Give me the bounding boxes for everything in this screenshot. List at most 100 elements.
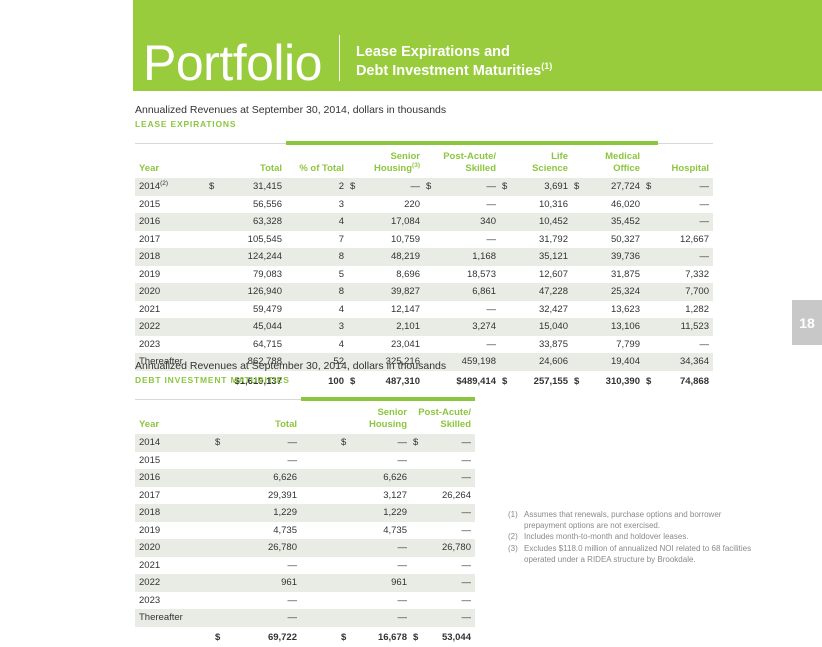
cell-currency-symbol <box>411 609 427 627</box>
cell-currency-symbol <box>500 196 514 214</box>
cell-value: 325,216 <box>362 353 424 371</box>
column-header-total: Total <box>260 162 282 174</box>
cell-currency-symbol <box>213 452 235 470</box>
cell-currency-symbol <box>424 353 438 371</box>
cell-value: 5 <box>338 268 344 280</box>
table-row: 2016 6,626 6,626 — <box>135 469 475 487</box>
rule-plain-2 <box>207 136 225 144</box>
cell-value: 10,452 <box>514 213 572 231</box>
table-row: 2017 29,391 3,127 26,264 <box>135 487 475 505</box>
debt-section-caption: Annualized Revenues at September 30, 201… <box>135 360 447 372</box>
cell-value: — <box>355 609 411 627</box>
table-row: 2022 961 961 — <box>135 574 475 592</box>
cell-value: 1,229 <box>235 504 301 522</box>
debt-investment-maturities-section: Annualized Revenues at September 30, 201… <box>135 360 475 647</box>
header-subtitle-footnote: (1) <box>541 60 553 71</box>
cell-value: — <box>699 198 710 210</box>
cell-value: — <box>427 574 475 592</box>
cell-value: 63,328 <box>225 213 286 231</box>
table-row: 2018 1,229 1,229 — <box>135 504 475 522</box>
rule-green-5 <box>438 136 500 145</box>
cell-currency-symbol <box>500 213 514 231</box>
cell-value: 19,404 <box>586 353 644 371</box>
header-subtitle-line2: Debt Investment Maturities(1) <box>355 60 553 81</box>
footnote-marker: (3) <box>508 543 518 553</box>
cell-currency-symbol <box>572 301 586 319</box>
page-header-banner: Portfolio Lease Expirations and Debt Inv… <box>133 0 822 91</box>
cell-year: 2021 <box>139 303 161 315</box>
rule-plain-4 <box>658 136 713 144</box>
cell-currency-symbol <box>339 574 355 592</box>
cell-currency-symbol <box>213 469 235 487</box>
cell-value: — <box>438 178 500 196</box>
debt-table-rule-row <box>135 392 475 401</box>
debt-column-header-post-acute-line2: Skilled <box>440 418 471 430</box>
cell-value: 7,700 <box>658 283 713 301</box>
cell-value: 18,573 <box>466 268 496 280</box>
cell-total-currency-symbol: $ <box>350 375 356 387</box>
cell-value: 35,452 <box>586 213 644 231</box>
cell-year: 2015 <box>139 198 161 210</box>
cell-currency-symbol <box>572 248 586 266</box>
cell-value: 11,523 <box>658 318 713 336</box>
cell-value: 862,788 <box>225 353 286 371</box>
cell-value: — <box>427 469 475 487</box>
lease-section-label: LEASE EXPIRATIONS <box>135 119 237 129</box>
cell-currency-symbol <box>644 318 658 336</box>
cell-value: — <box>486 233 497 245</box>
cell-currency-symbol <box>424 196 438 214</box>
cell-value: 13,623 <box>610 303 640 315</box>
cell-value: 27,724 <box>586 178 644 196</box>
debt-rule-plain-3 <box>235 392 301 400</box>
debt-rule-green-4 <box>411 392 427 401</box>
cell-currency-symbol <box>500 353 514 371</box>
cell-currency-symbol <box>572 318 586 336</box>
cell-currency-symbol <box>500 231 514 249</box>
cell-value: 59,479 <box>252 303 282 315</box>
cell-value: 39,736 <box>586 248 644 266</box>
cell-value: — <box>699 338 710 350</box>
lease-table-body: 2014(2) $31,415 2 $ — $ — $3,691 $27,724 $ —2015 56… <box>135 178 713 391</box>
column-header-hospital: Hospital <box>671 162 709 174</box>
cell-total-currency-symbol: $ <box>574 375 580 387</box>
cell-currency-symbol <box>424 301 438 319</box>
cell-value: 12,147 <box>390 303 420 315</box>
cell-value: — <box>427 609 475 627</box>
debt-spacer-header <box>301 399 339 434</box>
cell-value: 6,861 <box>438 283 500 301</box>
cell-spacer <box>301 452 339 470</box>
debt-column-header-year: Year <box>139 418 160 430</box>
cell-value: 3 <box>286 318 348 336</box>
footnote-item: (3) Excludes $118.0 million of annualized… <box>508 543 758 565</box>
table-row: 2014 $ — $ — $ — <box>135 434 475 452</box>
cell-currency-symbol <box>213 557 235 575</box>
cell-value: — <box>427 504 475 522</box>
cell-currency-symbol <box>572 266 586 284</box>
cell-spacer <box>301 557 339 575</box>
cell-value: 961 <box>355 574 411 592</box>
rule-green-3 <box>362 136 424 145</box>
cell-currency-symbol <box>424 231 438 249</box>
cell-value: 26,264 <box>441 489 471 501</box>
cell-currency-symbol: $ <box>572 178 586 196</box>
header-subtitle-line2-text: Debt Investment Maturities <box>355 62 542 79</box>
cell-value: 45,044 <box>225 318 286 336</box>
cell-value: 25,324 <box>586 283 644 301</box>
cell-currency-symbol <box>500 248 514 266</box>
cell-value: 4 <box>338 338 344 350</box>
cell-value: 10,316 <box>538 198 568 210</box>
cell-value: 340 <box>438 213 500 231</box>
header-divider <box>338 35 340 81</box>
cell-value: 17,084 <box>362 213 424 231</box>
cell-currency-symbol <box>424 213 438 231</box>
cell-value: 6,626 <box>355 469 411 487</box>
cell-currency-symbol <box>500 318 514 336</box>
cell-value: 7,799 <box>616 338 640 350</box>
cell-spacer <box>301 574 339 592</box>
cell-currency-symbol <box>207 196 225 214</box>
lease-expirations-section: Annualized Revenues at September 30, 201… <box>135 104 713 391</box>
cell-currency-symbol <box>207 283 225 301</box>
debt-rule-green-2 <box>339 392 355 401</box>
debt-column-header-post-acute-line1: Post-Acute/ <box>418 407 471 418</box>
cell-currency-symbol <box>339 487 355 505</box>
